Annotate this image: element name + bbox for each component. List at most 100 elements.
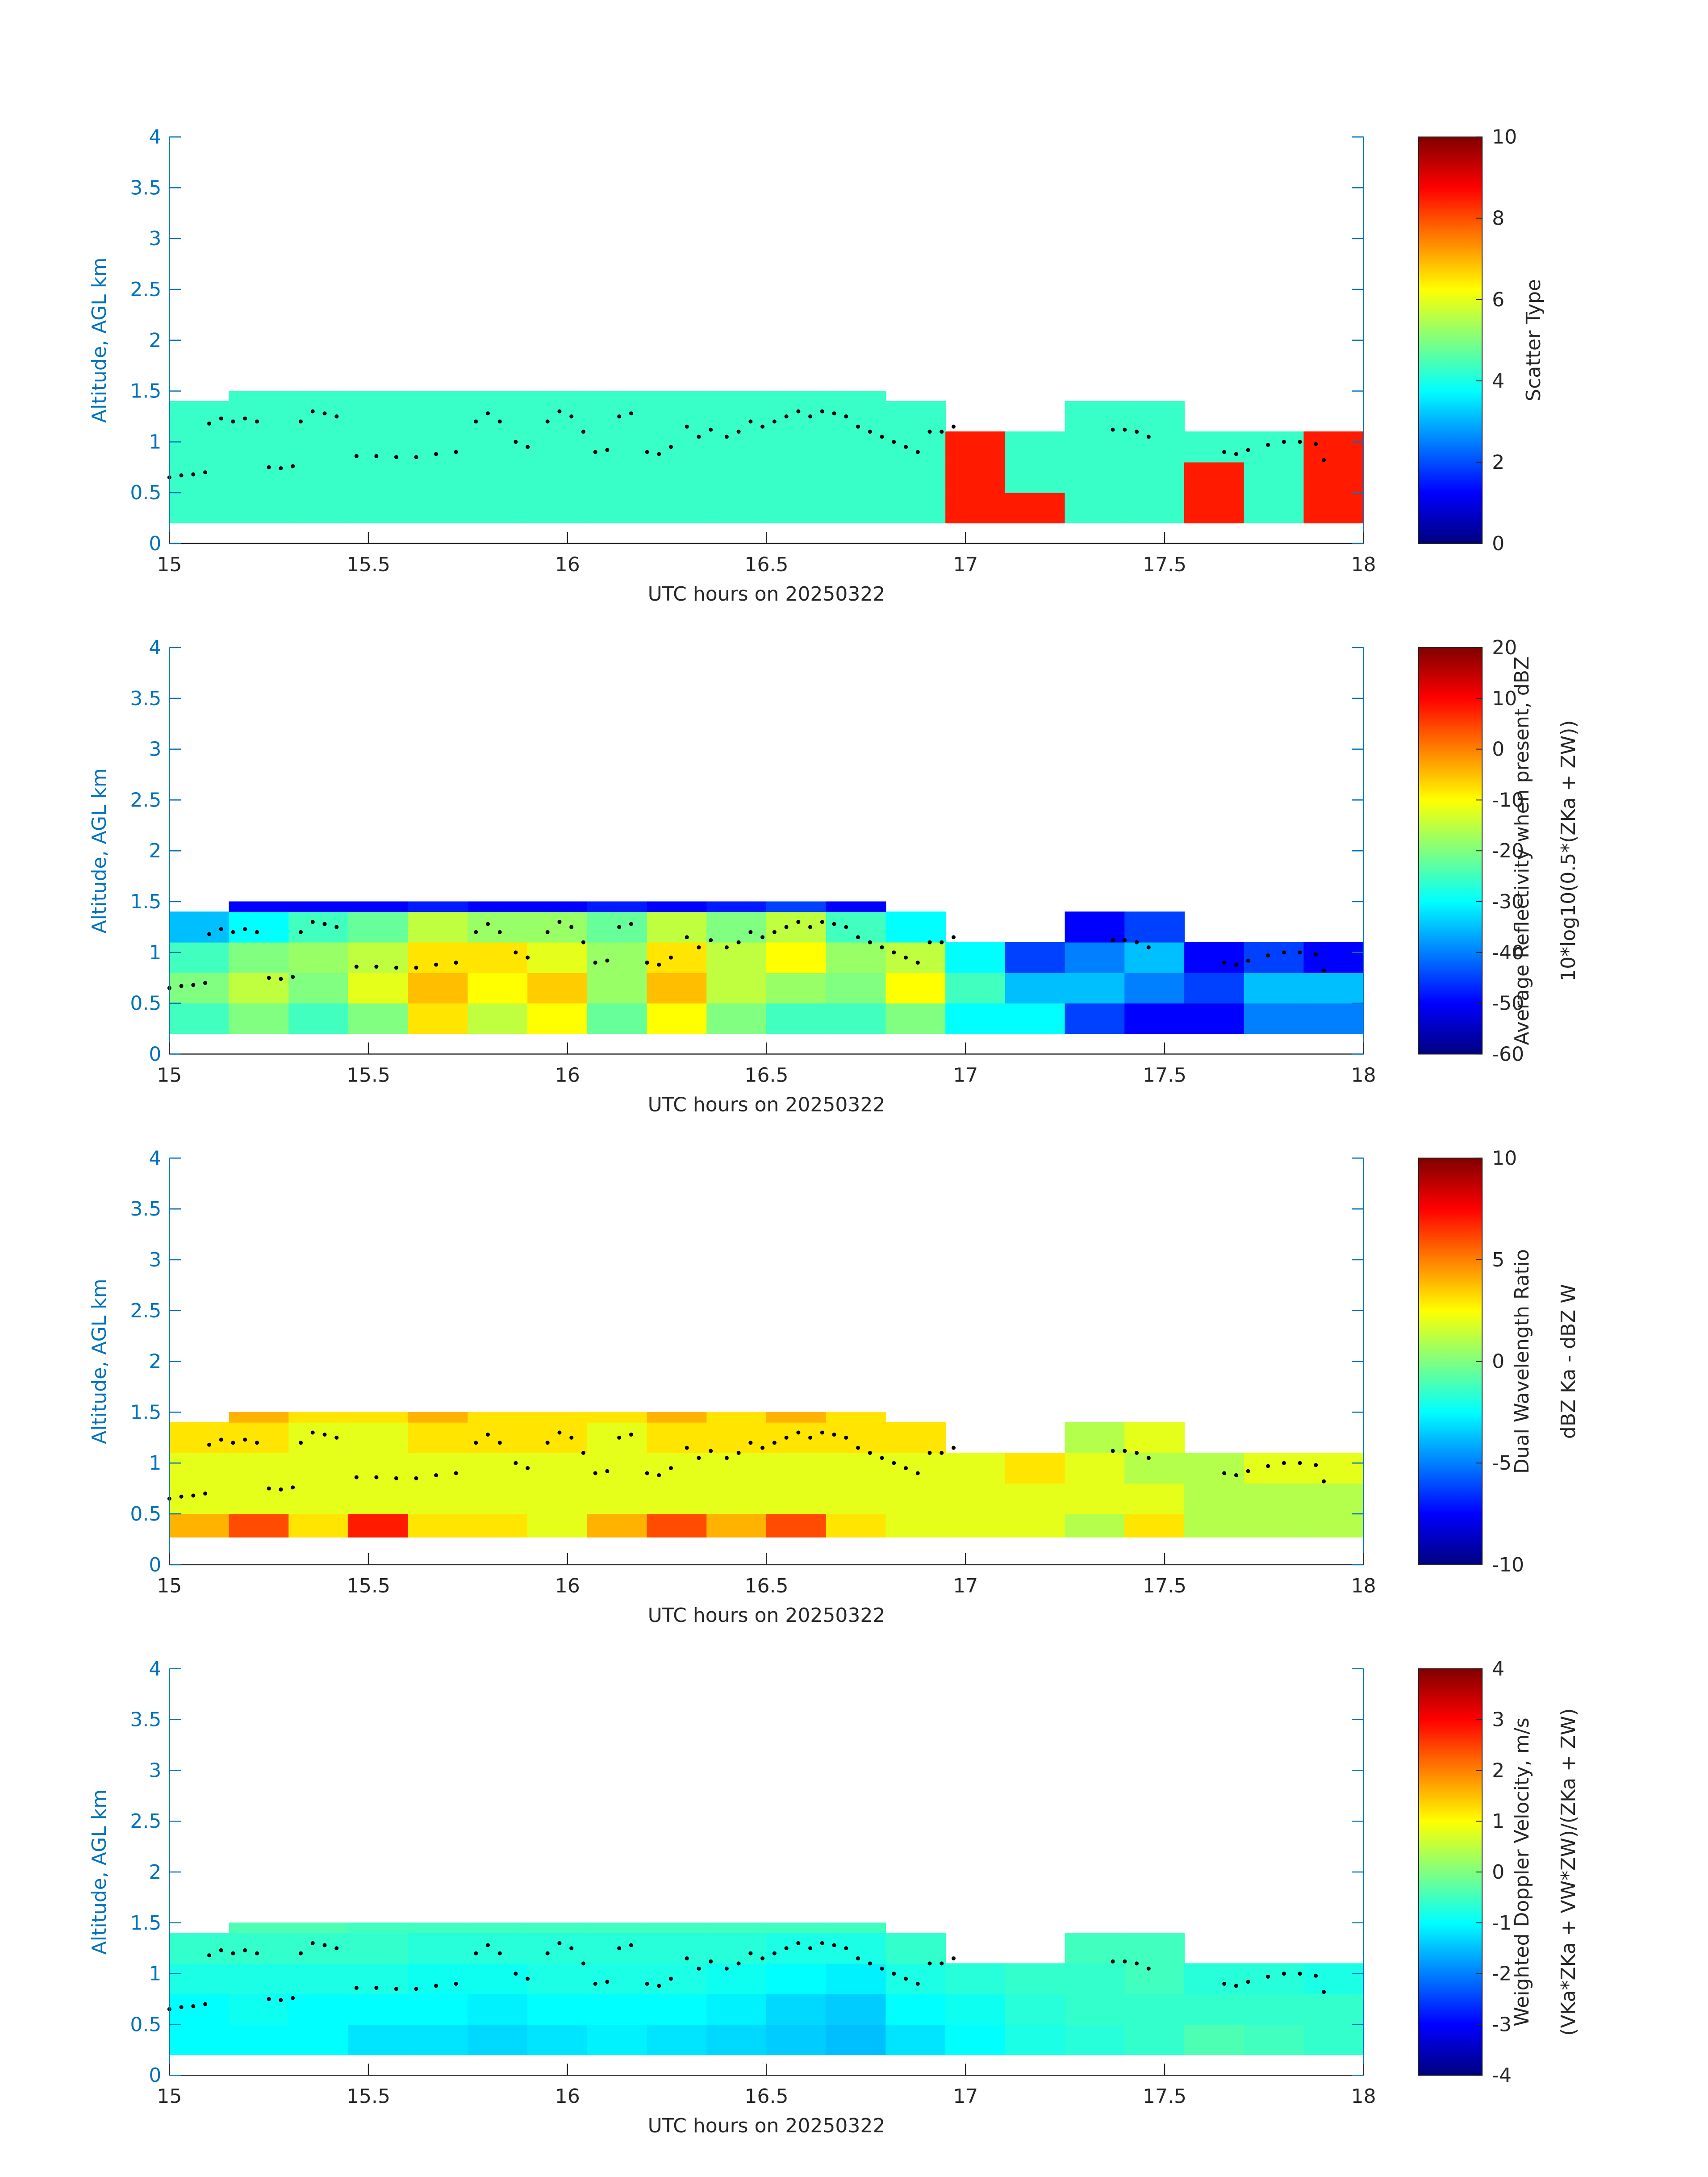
y-tick-label: 3.5 — [130, 176, 161, 199]
heatmap-cell — [408, 2024, 468, 2056]
layer-point — [880, 435, 884, 439]
layer-point — [322, 1432, 327, 1437]
heatmap-cell — [468, 901, 528, 912]
layer-point — [1222, 1981, 1227, 1986]
heatmap-cell — [1184, 1963, 1244, 1994]
layer-point — [545, 1441, 550, 1445]
heatmap-cell — [587, 431, 647, 463]
x-axis-label: UTC hours on 20250322 — [648, 2114, 885, 2137]
heatmap-cell — [229, 1412, 289, 1423]
heatmap-cell — [348, 901, 409, 912]
heatmap-cell — [408, 1922, 468, 1934]
colorbar — [1418, 647, 1483, 1055]
layer-point — [334, 925, 339, 929]
heatmap-cell — [826, 401, 886, 432]
layer-point — [1314, 1463, 1318, 1467]
layer-point — [291, 1996, 295, 2000]
layer-point — [374, 1985, 379, 1990]
heatmap-cell — [945, 1003, 1006, 1034]
heatmap-cell — [229, 1452, 289, 1484]
heatmap-cell — [1065, 1933, 1125, 1964]
heatmap-cell — [348, 1513, 409, 1538]
layer-point — [1246, 958, 1250, 963]
heatmap-cell — [945, 1483, 1006, 1514]
heatmap-cell — [1065, 911, 1125, 943]
layer-point — [310, 1941, 315, 1945]
heatmap-cell — [706, 401, 767, 432]
heatmap-cell — [527, 1422, 588, 1453]
heatmap-cell — [527, 431, 588, 463]
heatmap-cell — [706, 391, 767, 401]
heatmap-cell — [587, 391, 647, 401]
layer-point — [927, 940, 932, 944]
heatmap-cell — [945, 492, 1006, 524]
heatmap-cell — [408, 401, 468, 432]
layer-point — [485, 1432, 490, 1437]
heatmap-cell — [1124, 492, 1185, 524]
x-axis-label: UTC hours on 20250322 — [648, 583, 885, 606]
heatmap-cell — [1244, 972, 1304, 1004]
heatmap-cell — [1244, 1513, 1304, 1538]
layer-point — [231, 1441, 235, 1445]
layer-point — [279, 977, 283, 981]
layer-point — [892, 1461, 896, 1465]
heatmap-cell — [1184, 1513, 1244, 1538]
heatmap-cell — [766, 1412, 827, 1423]
y-tick-label: 3 — [149, 1249, 161, 1271]
heatmap-cell — [348, 1922, 409, 1934]
layer-point — [796, 1430, 801, 1435]
heatmap-cell — [229, 1513, 289, 1538]
heatmap-cell — [766, 1993, 827, 2025]
layer-point — [310, 1430, 315, 1435]
y-tick-label: 3 — [149, 738, 161, 761]
heatmap-cell — [826, 972, 886, 1004]
y-tick-label: 2 — [149, 1861, 161, 1884]
layer-point — [299, 1441, 303, 1445]
layer-point — [557, 1430, 562, 1435]
heatmap-cell — [766, 431, 827, 463]
heatmap-cell — [468, 1483, 528, 1514]
layer-point — [374, 1475, 379, 1479]
heatmap-cell — [1303, 1452, 1364, 1484]
layer-point — [434, 1984, 438, 1988]
layer-point — [1322, 1990, 1326, 1994]
heatmap-cell — [288, 942, 349, 973]
heatmap-cell — [1124, 911, 1185, 943]
layer-point — [334, 1435, 339, 1440]
layer-point — [1246, 1980, 1250, 1984]
heatmap-cell — [766, 942, 827, 973]
layer-point — [179, 1494, 184, 1499]
heatmap-cell — [945, 2024, 1006, 2056]
layer-point — [868, 940, 872, 944]
heatmap-cell — [527, 942, 588, 973]
layer-point — [629, 1432, 633, 1437]
heatmap-cell — [527, 492, 588, 524]
heatmap-cell — [1124, 431, 1185, 463]
layer-point — [951, 935, 956, 940]
y-tick-label: 2 — [149, 840, 161, 862]
x-tick-label: 16 — [555, 553, 580, 576]
y-axis-label: Altitude, AGL km — [88, 1279, 111, 1444]
heatmap-cell — [1005, 1003, 1065, 1034]
y-tick-label: 0.5 — [130, 992, 161, 1015]
layer-point — [219, 927, 223, 931]
heatmap-cell — [1303, 1513, 1364, 1538]
layer-point — [808, 1946, 813, 1951]
heatmap-cell — [1005, 1483, 1065, 1514]
heatmap-cell — [169, 1963, 230, 1994]
heatmap-cell — [826, 1452, 886, 1484]
heatmap-cell — [1184, 492, 1244, 524]
layer-point — [709, 1449, 713, 1453]
layer-point — [1123, 938, 1127, 943]
x-tick-label: 18 — [1351, 2085, 1376, 2108]
heatmap-cell — [408, 972, 468, 1004]
heatmap-cell — [288, 431, 349, 463]
y-axis-label: Altitude, AGL km — [88, 258, 111, 423]
layer-point — [1298, 950, 1302, 955]
y-tick-label: 4 — [149, 126, 161, 149]
heatmap-cell — [1005, 492, 1065, 524]
heatmap-cell — [647, 492, 707, 524]
layer-point — [497, 1951, 502, 1956]
colorbar-tick-label: -2 — [1492, 1963, 1512, 1985]
heatmap-cell — [1124, 2024, 1185, 2056]
